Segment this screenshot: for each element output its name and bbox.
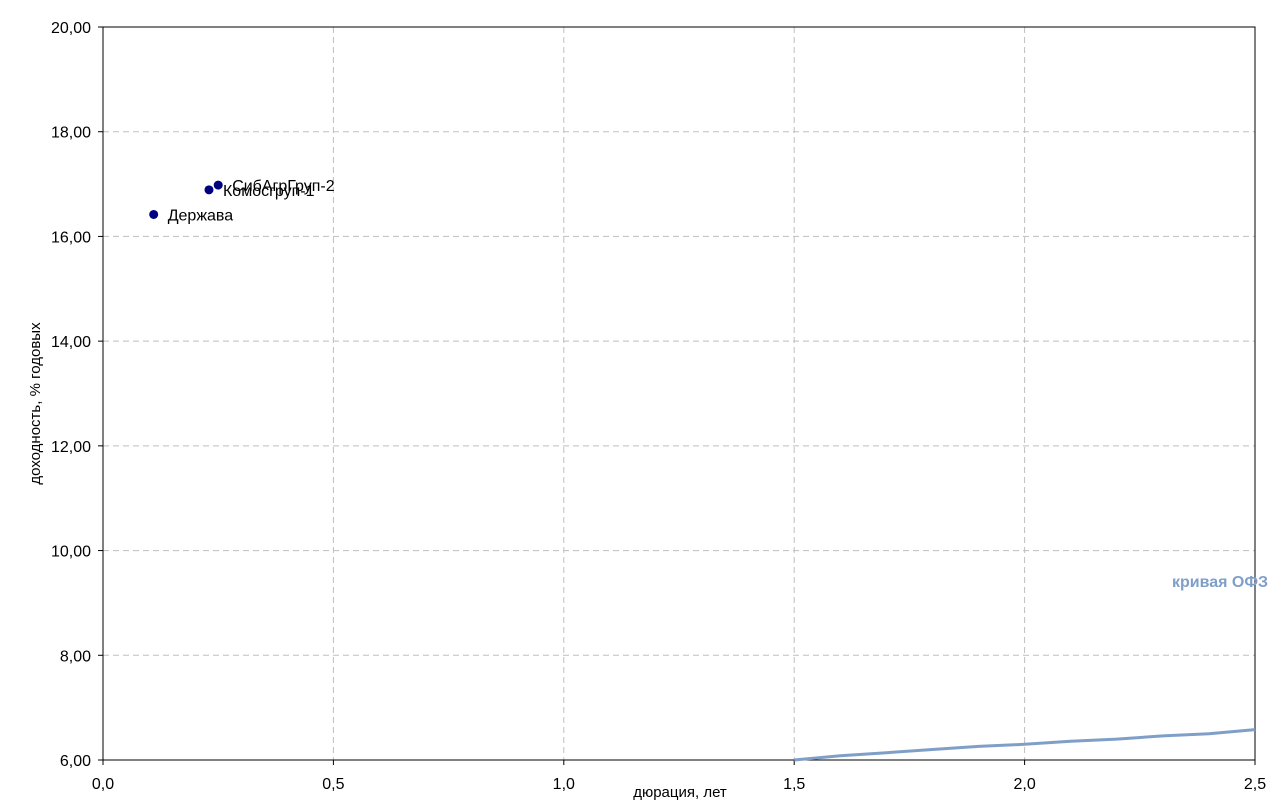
y-axis-title: доходность, % годовых (27, 322, 44, 485)
y-tick-label: 14,00 (51, 334, 91, 351)
curve-ofz-line (794, 728, 1256, 762)
x-tick-label: 1,0 (553, 776, 575, 793)
y-tick-label: 10,00 (51, 544, 91, 561)
y-axis-ticks: 6,00 8,00 10,00 12,00 14,00 16,00 18,00 20,00 (51, 20, 103, 770)
y-tick-label: 6,00 (60, 753, 91, 770)
x-tick-label: 2,0 (1013, 776, 1035, 793)
x-tick-label: 0,5 (322, 776, 344, 793)
y-tick-label: 16,00 (51, 229, 91, 246)
data-point (213, 180, 223, 190)
data-point (149, 209, 159, 219)
x-tick-label: 2,5 (1244, 776, 1266, 793)
data-point-label: Комосгруп-1 (223, 183, 315, 200)
y-tick-label: 18,00 (51, 125, 91, 142)
data-point (204, 185, 214, 195)
y-tick-label: 12,00 (51, 439, 91, 456)
grid-lines (103, 27, 1255, 760)
data-point-label: Держава (168, 207, 234, 224)
y-tick-label: 8,00 (60, 648, 91, 665)
curve-ofz-label: кривая ОФЗ (1172, 574, 1268, 591)
x-tick-label: 0,0 (92, 776, 114, 793)
y-tick-label: 20,00 (51, 20, 91, 37)
plot-area (102, 26, 1256, 761)
x-axis-ticks: 0,0 0,5 1,0 1,5 2,0 2,5 (92, 760, 1266, 793)
data-point-label: СибАгрГруп-2 (232, 178, 335, 195)
x-tick-label: 1,5 (783, 776, 805, 793)
x-axis-title: дюрация, лет (633, 784, 727, 801)
